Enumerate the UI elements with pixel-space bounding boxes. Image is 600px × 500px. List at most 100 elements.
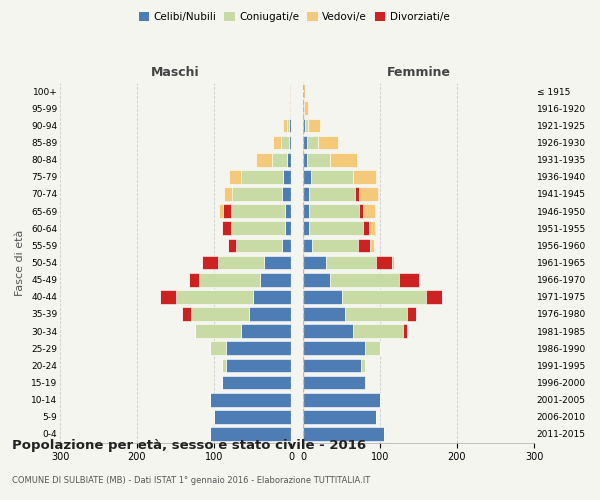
Bar <box>307 153 330 166</box>
Bar <box>303 376 365 390</box>
Bar <box>282 187 291 201</box>
Bar <box>311 170 353 183</box>
Bar <box>222 358 226 372</box>
Bar <box>191 307 248 321</box>
Bar <box>330 273 399 286</box>
Bar <box>303 222 309 235</box>
Bar <box>304 102 308 115</box>
Bar <box>232 187 282 201</box>
Bar <box>308 118 320 132</box>
Bar <box>330 153 357 166</box>
Bar <box>264 256 291 270</box>
Bar <box>281 136 289 149</box>
Bar <box>341 290 426 304</box>
Bar <box>303 427 384 441</box>
Bar <box>303 118 305 132</box>
Text: COMUNE DI SULBIATE (MB) - Dati ISTAT 1° gennaio 2016 - Elaborazione TUTTITALIA.I: COMUNE DI SULBIATE (MB) - Dati ISTAT 1° … <box>12 476 370 485</box>
Bar <box>289 102 290 115</box>
Bar <box>303 273 330 286</box>
Bar <box>273 136 281 149</box>
Bar <box>303 238 312 252</box>
Y-axis label: Fasce di età: Fasce di età <box>16 230 25 296</box>
Bar <box>228 238 236 252</box>
Bar <box>303 342 365 355</box>
Bar <box>305 118 308 132</box>
Bar <box>176 290 253 304</box>
Bar <box>226 358 291 372</box>
Bar <box>289 118 291 132</box>
Bar <box>303 324 353 338</box>
Bar <box>222 222 231 235</box>
Bar <box>392 256 394 270</box>
Title: Femmine: Femmine <box>386 66 451 78</box>
Bar <box>353 170 376 183</box>
Title: Maschi: Maschi <box>151 66 200 78</box>
Bar <box>241 324 291 338</box>
Bar <box>282 238 291 252</box>
Bar <box>319 136 338 149</box>
Bar <box>403 324 407 338</box>
Bar <box>218 256 264 270</box>
Bar <box>231 222 285 235</box>
Bar <box>426 290 442 304</box>
Bar <box>312 238 358 252</box>
Bar <box>285 204 291 218</box>
Bar <box>290 84 291 98</box>
Bar <box>303 358 361 372</box>
Bar <box>303 290 341 304</box>
Bar <box>210 342 226 355</box>
Bar <box>363 204 374 218</box>
Bar <box>355 187 359 201</box>
Bar <box>326 256 376 270</box>
Bar <box>260 273 291 286</box>
Bar <box>210 427 291 441</box>
Bar <box>303 102 304 115</box>
Bar <box>241 170 283 183</box>
Bar <box>309 204 359 218</box>
Bar <box>190 273 199 286</box>
Bar <box>210 393 291 406</box>
Bar <box>283 118 287 132</box>
Bar <box>407 307 416 321</box>
Bar <box>303 170 311 183</box>
Bar <box>303 307 346 321</box>
Bar <box>287 153 291 166</box>
Bar <box>399 273 419 286</box>
Bar <box>223 204 231 218</box>
Bar <box>229 170 241 183</box>
Bar <box>199 273 260 286</box>
Bar <box>160 290 176 304</box>
Bar <box>365 342 380 355</box>
Bar <box>202 256 218 270</box>
Bar <box>370 238 374 252</box>
Bar <box>272 153 287 166</box>
Bar <box>353 324 403 338</box>
Bar <box>214 410 291 424</box>
Bar <box>309 222 363 235</box>
Bar <box>285 222 291 235</box>
Bar <box>359 204 363 218</box>
Bar <box>363 222 369 235</box>
Bar <box>303 187 309 201</box>
Bar <box>303 410 376 424</box>
Bar <box>195 324 241 338</box>
Bar <box>224 187 232 201</box>
Bar <box>283 170 291 183</box>
Bar <box>236 238 282 252</box>
Bar <box>248 307 291 321</box>
Legend: Celibi/Nubili, Coniugati/e, Vedovi/e, Divorziati/e: Celibi/Nubili, Coniugati/e, Vedovi/e, Di… <box>134 8 454 26</box>
Bar <box>303 136 307 149</box>
Bar <box>226 342 291 355</box>
Bar <box>359 187 379 201</box>
Bar <box>290 102 291 115</box>
Bar <box>346 307 407 321</box>
Bar <box>253 290 291 304</box>
Bar <box>369 222 376 235</box>
Bar <box>220 204 223 218</box>
Bar <box>287 118 289 132</box>
Bar <box>376 256 392 270</box>
Bar <box>358 238 370 252</box>
Bar <box>303 204 309 218</box>
Bar <box>303 153 307 166</box>
Bar <box>289 136 291 149</box>
